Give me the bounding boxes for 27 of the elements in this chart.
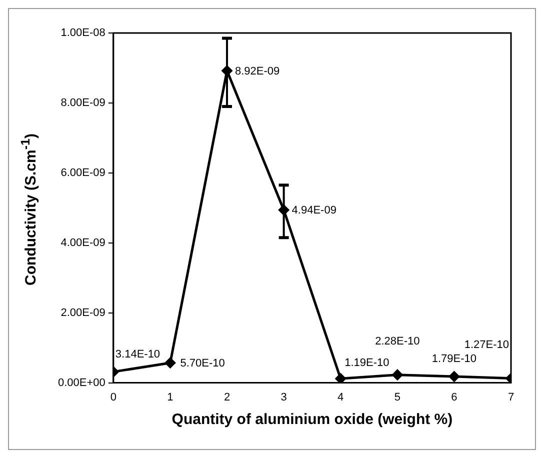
point xyxy=(448,371,460,382)
data-label: 2.28E-10 xyxy=(375,335,420,348)
data-label: 5.70E-10 xyxy=(180,357,225,370)
x-tick-label: 3 xyxy=(280,391,287,404)
x-tick-label: 4 xyxy=(338,391,344,404)
data-label: 1.27E-10 xyxy=(464,338,510,351)
data-label: 1.79E-10 xyxy=(432,353,477,366)
x-tick-label: 6 xyxy=(451,391,458,404)
x-tick-label: 2 xyxy=(224,391,230,404)
data-label: 4.94E-09 xyxy=(292,204,336,217)
point xyxy=(335,373,346,383)
y-tick-label: 0.00E+00 xyxy=(58,376,106,389)
x-axis-title: Quantity of aluminium oxide (weight %) xyxy=(172,411,453,428)
point xyxy=(164,358,176,368)
y-tick-label: 6.00E-09 xyxy=(60,166,106,179)
data-label: 1.19E-10 xyxy=(344,357,390,370)
x-tick-label: 5 xyxy=(394,391,400,404)
x-tick-label: 0 xyxy=(110,391,116,404)
data-label: 3.14E-10 xyxy=(115,348,160,360)
data-label: 8.92E-09 xyxy=(235,65,280,78)
y-tick-label: 1.00E-08 xyxy=(60,27,106,40)
x-tick-label: 1 xyxy=(167,391,174,404)
x-tick-label: 7 xyxy=(508,391,514,404)
y-tick-label: 2.00E-09 xyxy=(60,306,106,319)
y-tick-label: 8.00E-09 xyxy=(60,96,106,109)
point xyxy=(392,370,403,380)
y-tick-label: 4.00E-09 xyxy=(60,236,106,249)
